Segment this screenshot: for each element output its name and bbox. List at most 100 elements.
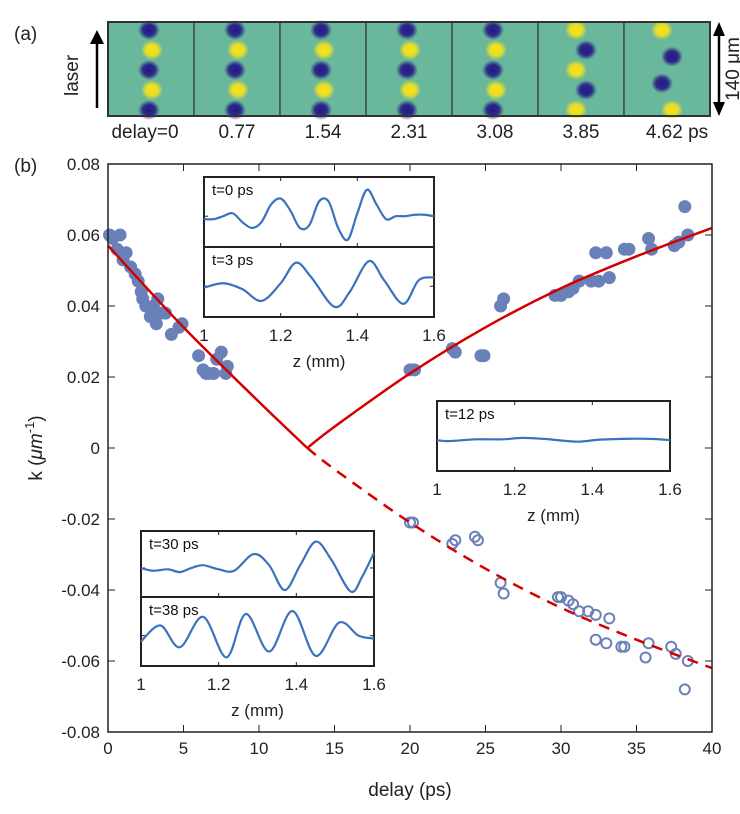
scale-label: 140 μm	[723, 37, 740, 101]
inset-x-axis-label: z (mm)	[527, 506, 580, 525]
scale-arrow-icon	[713, 22, 725, 116]
blue-lobe	[138, 20, 160, 40]
open-data-point	[600, 637, 613, 650]
inset-x-tick-label: 1.4	[285, 675, 309, 694]
laser-label: laser	[62, 54, 83, 96]
yellow-lobe	[399, 80, 421, 100]
inset-x-tick-label: 1	[136, 675, 145, 694]
y-tick-label: -0.06	[61, 652, 100, 671]
inset-x-tick-label: 1.6	[422, 326, 446, 345]
filled-data-point	[477, 349, 491, 363]
filled-data-point	[207, 366, 221, 380]
inset-panel: t=0 ps	[203, 176, 435, 248]
inset-signal-line	[203, 188, 435, 242]
inset-x-tick-label: 1.6	[658, 480, 682, 499]
delay-label: 4.62 ps	[646, 122, 708, 143]
inset-x-tick-label: 1.4	[581, 480, 605, 499]
filled-data-point	[642, 232, 656, 246]
laser-arrow-icon	[90, 30, 104, 108]
insets: t=0 ps t=3 ps 1 1.2 1.4 1.6 z (mm) t=12 ps 1 1.2 1…	[136, 176, 682, 720]
yellow-lobe	[651, 20, 673, 40]
delay-label: 1.54	[305, 122, 342, 143]
y-tick-label: -0.08	[61, 723, 100, 742]
inset-signal-line	[436, 436, 671, 443]
open-data-point	[603, 612, 616, 625]
inset-panel: t=30 ps	[140, 530, 375, 598]
inset-time-label: t=0 ps	[212, 182, 253, 199]
filled-data-point	[678, 200, 692, 214]
blue-lobe	[224, 60, 246, 80]
filled-data-point	[448, 345, 462, 359]
filled-data-point	[592, 274, 606, 288]
inset-time-label: t=30 ps	[149, 536, 199, 553]
inset-x-tick-label: 1.2	[269, 326, 293, 345]
y-tick-label: 0.06	[67, 226, 100, 245]
blue-lobe	[661, 46, 683, 67]
blue-lobe	[651, 73, 673, 94]
open-data-point	[471, 534, 484, 547]
blue-lobe	[575, 40, 597, 60]
yellow-lobe	[565, 20, 587, 40]
yellow-lobe	[141, 40, 163, 60]
blue-lobe	[482, 60, 504, 80]
x-tick-label: 0	[103, 739, 112, 758]
inset-x-tick-label: 1.6	[362, 675, 386, 694]
delay-label: 3.85	[563, 122, 600, 143]
inset-frame	[203, 176, 435, 248]
y-tick-label: 0.02	[67, 368, 100, 387]
open-data-point	[678, 683, 691, 696]
inset-panel: t=12 ps 1 1.2 1.4 1.6 z (mm)	[432, 400, 682, 525]
inset-x-tick-label: 1.4	[346, 326, 370, 345]
fit-line-dashed	[306, 447, 713, 670]
inset-panel: t=3 ps 1 1.2 1.4 1.6 z (mm)	[199, 246, 446, 371]
yellow-lobe	[227, 40, 249, 60]
field-map-strip	[107, 20, 711, 120]
inset-time-label: t=3 ps	[212, 252, 253, 269]
open-data-point	[589, 633, 602, 646]
inset-signal-line	[140, 609, 375, 659]
y-tick-label: -0.02	[61, 510, 100, 529]
yellow-lobe	[313, 80, 335, 100]
blue-lobe	[482, 20, 504, 40]
x-tick-label: 40	[703, 739, 722, 758]
blue-lobe	[396, 60, 418, 80]
inset-x-tick-label: 1	[432, 480, 441, 499]
open-data-point	[468, 530, 481, 543]
inset-x-tick-label: 1.2	[503, 480, 527, 499]
delay-label: delay=0	[111, 122, 178, 143]
inset-panel: t=38 ps 1 1.2 1.4 1.6 z (mm)	[136, 596, 386, 720]
inset-frame	[436, 400, 671, 472]
inset-x-axis-label: z (mm)	[293, 352, 346, 371]
yellow-lobe	[485, 40, 507, 60]
x-tick-label: 30	[552, 739, 571, 758]
filled-data-point	[589, 246, 603, 260]
inset-time-label: t=38 ps	[149, 602, 199, 619]
x-tick-label: 25	[476, 739, 495, 758]
filled-data-point	[149, 317, 163, 331]
filled-data-point	[622, 242, 636, 256]
inset-frame	[203, 246, 435, 318]
x-tick-label: 10	[250, 739, 269, 758]
x-tick-label: 15	[325, 739, 344, 758]
main-plot: 0 5 10 15 20 25 30 35 40 0.08 0.06 0.04 0.02 0 -0.02 -0…	[61, 155, 721, 758]
yellow-lobe	[399, 40, 421, 60]
filled-data-point	[113, 228, 127, 242]
panel-a-label: (a)	[14, 24, 37, 45]
blue-lobe	[138, 60, 160, 80]
filled-data-point	[599, 246, 613, 260]
inset-time-label: t=12 ps	[445, 406, 495, 423]
open-data-point	[618, 640, 631, 653]
blue-lobe	[224, 20, 246, 40]
yellow-lobe	[313, 40, 335, 60]
y-tick-label: 0.04	[67, 297, 100, 316]
delay-label: 0.77	[219, 122, 256, 143]
inset-x-axis-label: z (mm)	[231, 701, 284, 720]
filled-data-point	[192, 349, 206, 363]
blue-lobe	[396, 20, 418, 40]
yellow-lobe	[565, 60, 587, 80]
fit-line-left	[107, 244, 309, 449]
open-data-point	[449, 534, 462, 547]
open-data-point	[639, 651, 652, 664]
open-data-point	[407, 516, 420, 529]
